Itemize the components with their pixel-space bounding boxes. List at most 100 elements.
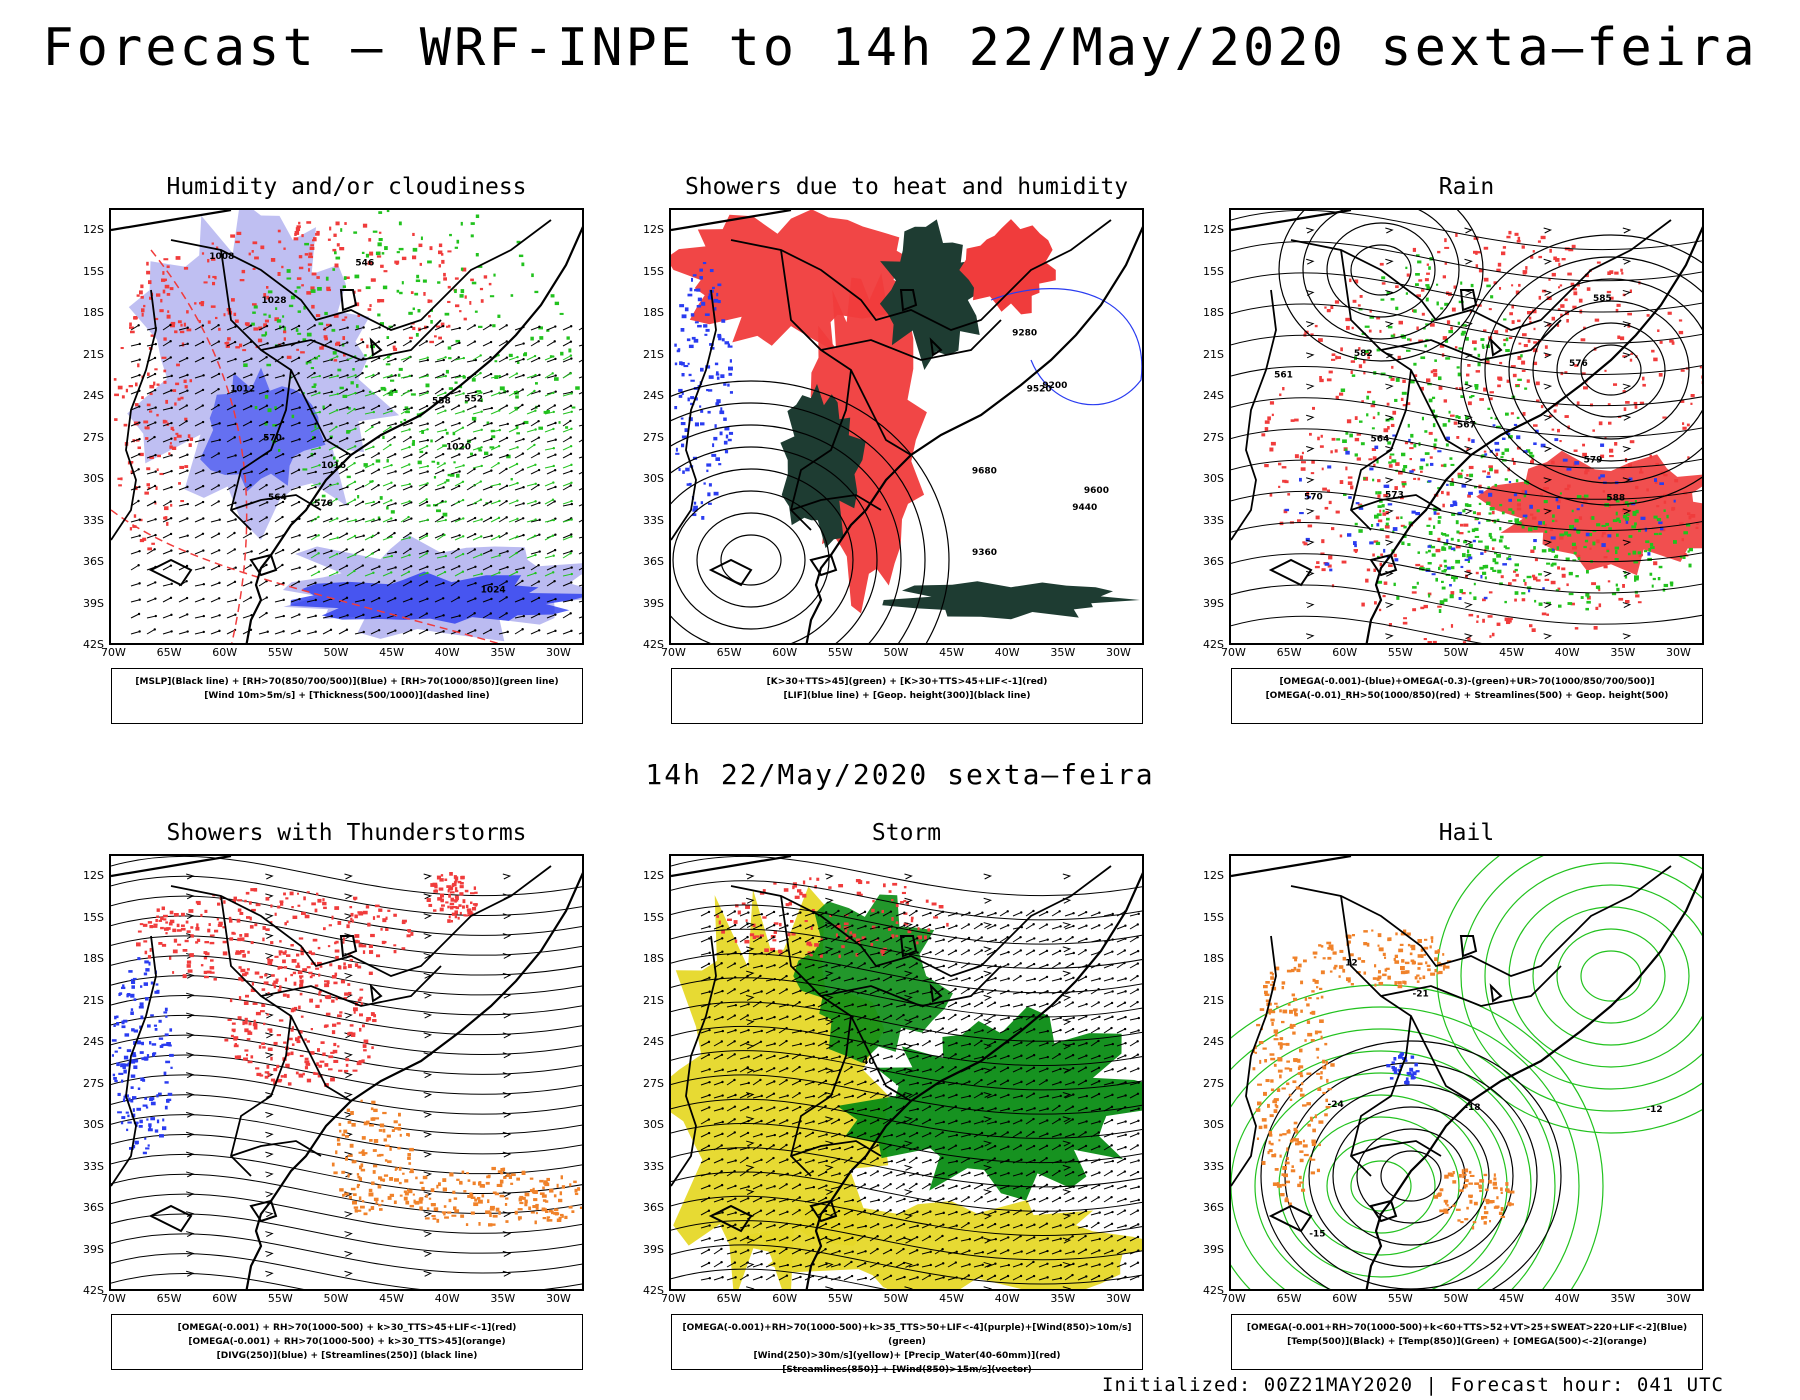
latitude-tick-label: 30S bbox=[83, 472, 104, 485]
longitude-tick-label: 70W bbox=[1221, 646, 1246, 659]
andes-border bbox=[1231, 289, 1277, 541]
latitude-tick-label: 24S bbox=[83, 389, 104, 402]
longitude-tick-label: 45W bbox=[1499, 1292, 1524, 1305]
longitude-tick-label: 45W bbox=[939, 646, 964, 659]
contour-label: 1024 bbox=[481, 586, 506, 596]
thunder-red bbox=[136, 888, 414, 988]
temp-500-black bbox=[1260, 1040, 1562, 1289]
river-plate bbox=[809, 553, 838, 577]
state-border-mid bbox=[260, 319, 442, 361]
longitude-tick-label: 35W bbox=[1050, 1292, 1076, 1305]
andes-border bbox=[111, 289, 157, 541]
latitude-tick-label: 33S bbox=[83, 1159, 104, 1173]
paraguay-border bbox=[230, 369, 292, 531]
latitude-tick-label: 18S bbox=[643, 952, 664, 965]
latitude-tick-label: 24S bbox=[83, 1035, 104, 1048]
latitude-tick-label: 21S bbox=[643, 993, 664, 1007]
latitude-tick-label: 33S bbox=[643, 513, 664, 527]
map-frame: 588 585 582 579 576 573 570 567 564 561 bbox=[1229, 208, 1704, 645]
latitude-tick-label: 36S bbox=[643, 555, 664, 568]
inland-lake-1 bbox=[339, 289, 358, 312]
latitude-tick-label: 36S bbox=[83, 1201, 104, 1214]
latitude-tick-label: 27S bbox=[1203, 1076, 1224, 1090]
longitude-tick-label: 35W bbox=[1050, 646, 1076, 659]
longitude-tick-label: 70W bbox=[101, 646, 126, 659]
wind-green-vectors bbox=[310, 353, 573, 577]
latitude-tick-label: 27S bbox=[1203, 430, 1224, 444]
paraguay-border bbox=[1350, 369, 1412, 531]
latitude-tick-label: 21S bbox=[83, 993, 104, 1007]
longitude-tick-label: 70W bbox=[101, 1292, 126, 1305]
andes-border bbox=[111, 935, 157, 1187]
latitude-tick-label: 12S bbox=[1203, 223, 1224, 236]
longitude-tick-label: 35W bbox=[1610, 1292, 1636, 1305]
latitude-tick-label: 15S bbox=[83, 910, 104, 924]
coastline-borders bbox=[671, 210, 1142, 643]
contour-label: 585 bbox=[1593, 294, 1612, 304]
panel-title: Humidity and/or cloudiness bbox=[166, 174, 527, 200]
temp-850-green-east bbox=[1436, 856, 1702, 1134]
state-border-north bbox=[730, 865, 1112, 977]
longitude-tick-label: 30W bbox=[546, 646, 571, 659]
omega-500-orange-south bbox=[1433, 1168, 1515, 1230]
paraguay-border bbox=[790, 1015, 852, 1177]
inland-lake-2 bbox=[1489, 983, 1503, 1003]
longitude-tick-label: 60W bbox=[1332, 646, 1358, 659]
latitude-tick-label: 21S bbox=[1203, 347, 1224, 361]
latitude-tick-label: 36S bbox=[1203, 555, 1224, 568]
contour-label: -21 bbox=[1412, 989, 1428, 999]
map-frame bbox=[109, 854, 584, 1291]
longitude-tick-label: 65W bbox=[716, 646, 742, 659]
latitude-tick-label: 42S bbox=[643, 638, 664, 651]
atlantic-coastline bbox=[671, 210, 1142, 643]
state-border-mid bbox=[260, 965, 442, 1007]
longitude-tick-label: 45W bbox=[939, 1292, 964, 1305]
latitude-tick-label: 36S bbox=[83, 555, 104, 568]
longitude-tick-label: 65W bbox=[156, 1292, 182, 1305]
wind-250-yellow-south bbox=[742, 1200, 1142, 1289]
paraguay-border bbox=[1350, 1015, 1412, 1177]
river-plate bbox=[1369, 553, 1398, 577]
legend-line: [Wind 10m>5m/s] + [Thickness(500/1000)](… bbox=[204, 691, 490, 701]
latitude-tick-label: 42S bbox=[1203, 1284, 1224, 1297]
latitude-tick-label: 12S bbox=[643, 223, 664, 236]
thunder-orange bbox=[331, 1099, 414, 1216]
latitude-tick-label: 18S bbox=[643, 306, 664, 319]
contour-label: 9520 bbox=[1027, 385, 1052, 395]
map-frame: 1016 1012 1008 1020 1024 1028 576 570 564 558 552 5… bbox=[109, 208, 584, 645]
map-canvas: 40 bbox=[671, 856, 1142, 1289]
longitude-tick-label: 70W bbox=[661, 1292, 686, 1305]
latitude-tick-label: 30S bbox=[83, 1118, 104, 1131]
legend-box: [OMEGA(-0.001) + RH>70(1000-500) + k>30_… bbox=[111, 1314, 583, 1370]
longitude-tick-label: 65W bbox=[716, 1292, 742, 1305]
latitude-tick-label: 12S bbox=[643, 869, 664, 882]
latitude-tick-label: 24S bbox=[643, 389, 664, 402]
contour-label: -24 bbox=[1327, 1100, 1343, 1110]
latitude-tick-label: 42S bbox=[643, 1284, 664, 1297]
atlantic-coastline bbox=[671, 856, 1142, 1289]
argentina-border bbox=[1350, 1140, 1442, 1157]
rh-deep-blue-west bbox=[200, 367, 326, 492]
state-border-west bbox=[1340, 895, 1472, 1102]
state-border-north bbox=[170, 865, 552, 977]
longitude-tick-label: 50W bbox=[323, 646, 349, 659]
longitude-tick-label: 30W bbox=[1666, 646, 1691, 659]
panel-title: Rain bbox=[1438, 174, 1495, 200]
inland-lake-1 bbox=[899, 289, 918, 312]
longitude-tick-label: 60W bbox=[772, 646, 798, 659]
longitude-tick-label: 50W bbox=[1443, 646, 1469, 659]
longitude-tick-label: 40W bbox=[434, 1292, 460, 1305]
omega-red-band bbox=[1476, 450, 1702, 576]
contour-label: 1012 bbox=[230, 385, 255, 395]
thunder-orange-south bbox=[393, 1166, 582, 1227]
contour-label: 1020 bbox=[446, 443, 471, 453]
river-plate bbox=[249, 553, 278, 577]
river-plate bbox=[249, 1199, 278, 1223]
latitude-tick-label: 24S bbox=[1203, 1035, 1224, 1048]
panel-title: Hail bbox=[1438, 820, 1495, 846]
longitude-tick-label: 45W bbox=[379, 1292, 404, 1305]
legend-box: [OMEGA(-0.001+RH>70(1000-500)+k<60+TTS>5… bbox=[1231, 1314, 1703, 1370]
latitude-tick-label: 39S bbox=[643, 596, 664, 610]
latitude-tick-label: 21S bbox=[1203, 993, 1224, 1007]
latitude-tick-label: 42S bbox=[83, 1284, 104, 1297]
